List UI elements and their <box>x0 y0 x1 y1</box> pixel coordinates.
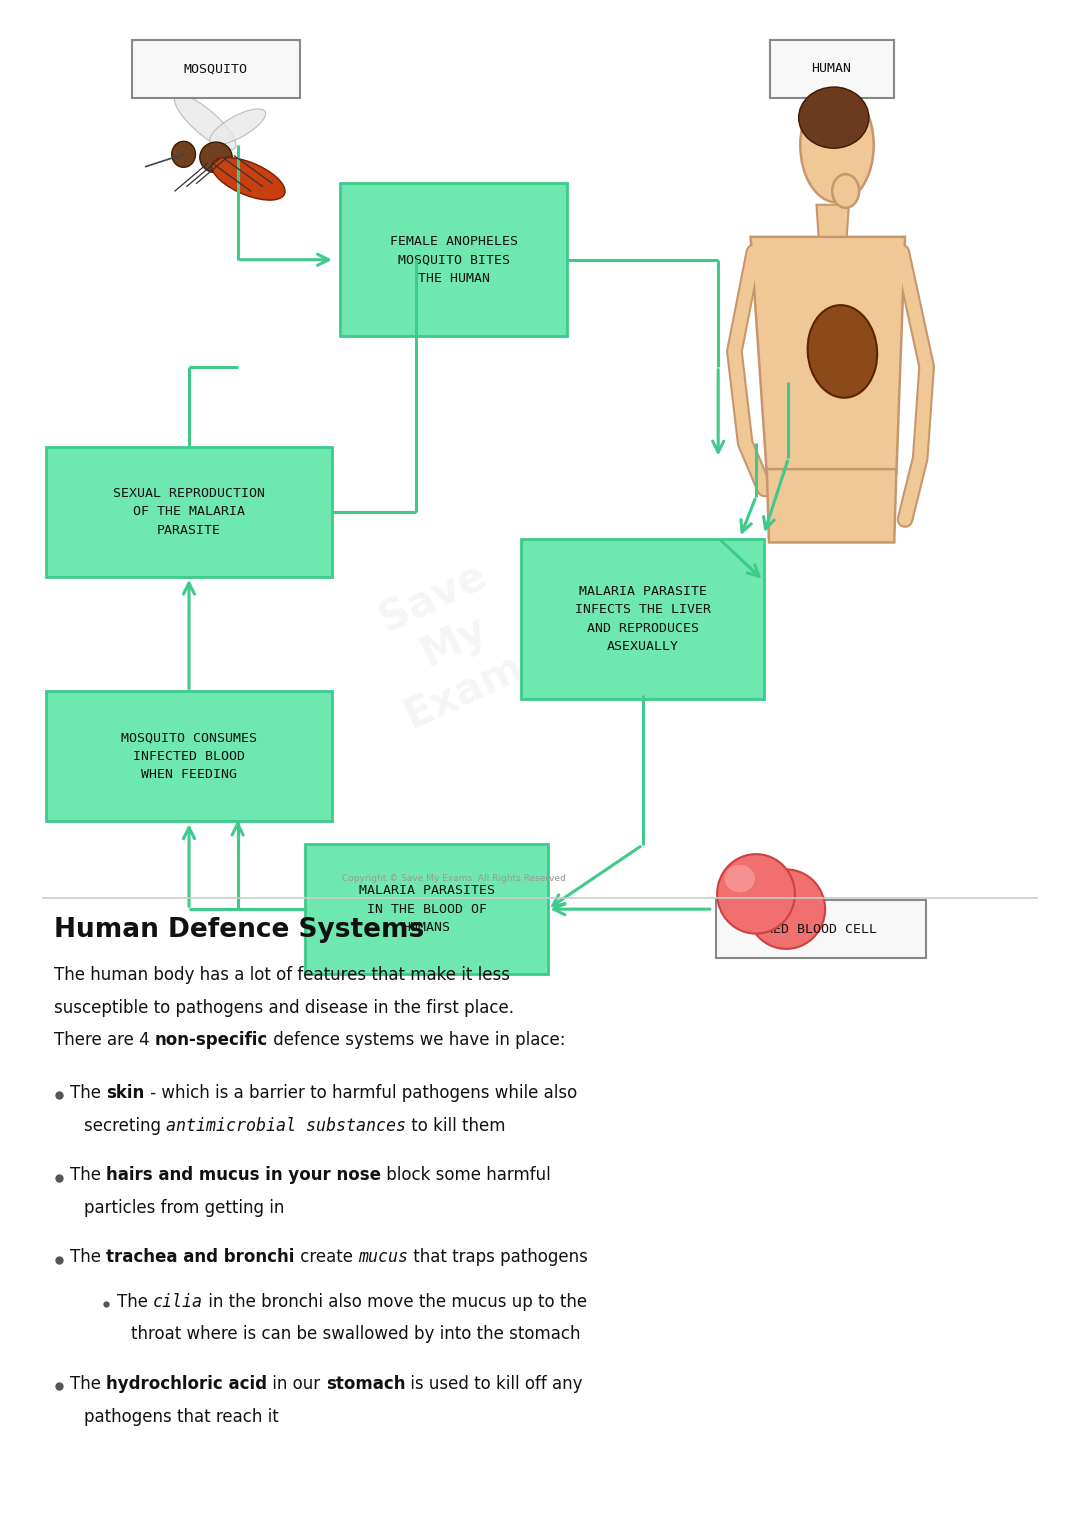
Text: hydrochloric acid: hydrochloric acid <box>107 1375 268 1392</box>
Ellipse shape <box>799 87 868 148</box>
Polygon shape <box>767 469 896 542</box>
Ellipse shape <box>210 108 266 145</box>
Text: in our: in our <box>268 1375 326 1392</box>
Text: HUMAN: HUMAN <box>811 63 852 75</box>
Ellipse shape <box>747 869 825 949</box>
Text: FEMALE ANOPHELES
MOSQUITO BITES
THE HUMAN: FEMALE ANOPHELES MOSQUITO BITES THE HUMA… <box>390 235 517 284</box>
Text: MOSQUITO: MOSQUITO <box>184 63 248 75</box>
Text: hairs and mucus in your nose: hairs and mucus in your nose <box>107 1166 381 1184</box>
Text: pathogens that reach it: pathogens that reach it <box>84 1407 279 1426</box>
Ellipse shape <box>200 142 232 173</box>
Ellipse shape <box>172 141 195 167</box>
FancyBboxPatch shape <box>769 40 894 98</box>
Text: MALARIA PARASITE
INFECTS THE LIVER
AND REPRODUCES
ASEXUALLY: MALARIA PARASITE INFECTS THE LIVER AND R… <box>575 585 711 652</box>
Text: Human Defence Systems: Human Defence Systems <box>54 917 424 943</box>
Ellipse shape <box>800 87 874 202</box>
Text: to kill them: to kill them <box>406 1117 507 1135</box>
Text: defence systems we have in place:: defence systems we have in place: <box>268 1031 566 1050</box>
Text: cilia: cilia <box>153 1293 203 1311</box>
Text: is used to kill off any: is used to kill off any <box>405 1375 583 1392</box>
Text: The: The <box>117 1293 153 1311</box>
Text: secreting: secreting <box>84 1117 166 1135</box>
FancyBboxPatch shape <box>340 183 567 336</box>
Ellipse shape <box>808 306 877 397</box>
Text: SEXUAL REPRODUCTION
OF THE MALARIA
PARASITE: SEXUAL REPRODUCTION OF THE MALARIA PARAS… <box>113 487 265 536</box>
FancyBboxPatch shape <box>522 538 765 700</box>
Text: create: create <box>295 1248 359 1267</box>
Text: The human body has a lot of features that make it less: The human body has a lot of features tha… <box>54 966 510 984</box>
Ellipse shape <box>212 157 285 200</box>
Text: MOSQUITO CONSUMES
INFECTED BLOOD
WHEN FEEDING: MOSQUITO CONSUMES INFECTED BLOOD WHEN FE… <box>121 732 257 781</box>
Text: The: The <box>70 1375 107 1392</box>
Text: MALARIA PARASITES
IN THE BLOOD OF
HUMANS: MALARIA PARASITES IN THE BLOOD OF HUMANS <box>359 885 495 934</box>
FancyBboxPatch shape <box>45 691 333 821</box>
Text: The: The <box>70 1166 107 1184</box>
Text: The: The <box>70 1248 107 1267</box>
Ellipse shape <box>832 174 860 208</box>
Ellipse shape <box>717 854 795 934</box>
Text: - which is a barrier to harmful pathogens while also: - which is a barrier to harmful pathogen… <box>145 1083 577 1102</box>
Text: block some harmful: block some harmful <box>381 1166 551 1184</box>
Text: There are 4: There are 4 <box>54 1031 154 1050</box>
FancyBboxPatch shape <box>133 40 300 98</box>
Ellipse shape <box>174 95 237 150</box>
Text: particles from getting in: particles from getting in <box>84 1199 285 1216</box>
Text: that traps pathogens: that traps pathogens <box>408 1248 588 1267</box>
Text: mucus: mucus <box>359 1248 408 1267</box>
Text: Save
My
Exams: Save My Exams <box>355 547 552 736</box>
Text: throat where is can be swallowed by into the stomach: throat where is can be swallowed by into… <box>131 1325 580 1343</box>
Text: non-specific: non-specific <box>154 1031 268 1050</box>
Text: The: The <box>70 1083 107 1102</box>
FancyBboxPatch shape <box>715 900 926 958</box>
Ellipse shape <box>725 865 755 892</box>
Text: susceptible to pathogens and disease in the first place.: susceptible to pathogens and disease in … <box>54 999 514 1016</box>
Text: in the bronchi also move the mucus up to the: in the bronchi also move the mucus up to… <box>203 1293 588 1311</box>
Text: stomach: stomach <box>326 1375 405 1392</box>
FancyBboxPatch shape <box>306 843 549 975</box>
Text: antimicrobial substances: antimicrobial substances <box>166 1117 406 1135</box>
FancyBboxPatch shape <box>45 446 333 576</box>
Text: RED BLOOD CELL: RED BLOOD CELL <box>765 923 877 935</box>
Polygon shape <box>816 205 849 237</box>
Text: Copyright © Save My Exams. All Rights Reserved: Copyright © Save My Exams. All Rights Re… <box>341 874 566 883</box>
Polygon shape <box>751 237 905 474</box>
Text: trachea and bronchi: trachea and bronchi <box>107 1248 295 1267</box>
Text: skin: skin <box>107 1083 145 1102</box>
